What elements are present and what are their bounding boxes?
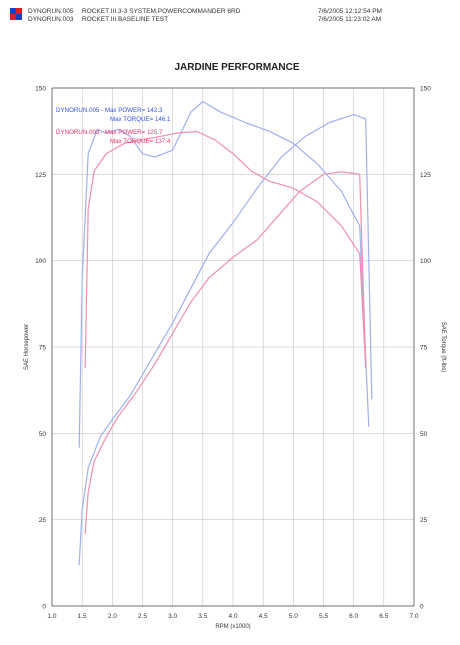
header-run-desc-1: ROCKET III 3-3 SYSTEM,POWERCOMMANDER 6RD [82,8,241,15]
dynojet-logo [10,8,22,20]
logo-square-red [16,8,22,14]
y-tick-label-right: 125 [420,172,431,179]
x-tick-label: 2.5 [138,613,147,620]
x-tick-label: 4.5 [259,613,268,620]
legend-entry: Max TORQUE= 137.4 [110,138,171,145]
y-tick-label-left: 150 [35,86,46,93]
legend-entry: Max TORQUE= 146.1 [110,116,171,123]
x-axis-label: RPM (x1000) [215,624,250,630]
series-line-dynorun-005-torque [78,100,370,448]
header-run-timestamp-1: 7/6/2005 12:12:54 PM [318,8,382,15]
y-tick-label-right: 75 [420,345,428,352]
legend-entry: DYNORUN.003 - Max POWER= 125.7 [56,129,163,136]
plot-frame [51,87,415,607]
y-tick-label-right: 0 [420,604,424,611]
y-tick-label-left: 0 [42,604,46,611]
y-tick-label-left: 50 [39,431,47,438]
series-line-dynorun-003-power [84,171,367,535]
header-run-id-1: DYNORUN.005 [28,8,74,15]
logo-square-blue [10,8,16,14]
x-tick-label: 7.0 [409,613,418,620]
y-tick-label-right: 100 [420,258,431,265]
x-tick-label: 1.5 [78,613,87,620]
x-tick-label: 5.0 [289,613,298,620]
header-run-id-2: DYNORUN.003 [28,16,74,23]
y-tick-label-right: 25 [420,517,428,524]
axes: 1.0 1.5 2.0 2.5 3.0 3.5 4.0 4.5 5.0 5.5 6.0 6.5 7.00… [24,86,446,631]
x-tick-label: 6.0 [349,613,358,620]
series-line-dynorun-003-torque [84,130,367,369]
x-tick-label: 6.5 [379,613,388,620]
chart-title: JARDINE PERFORMANCE [174,62,299,73]
x-tick-label: 4.0 [228,613,237,620]
series-layer [78,100,373,566]
series-line-dynorun-005-power [78,113,373,566]
x-tick-label: 5.5 [319,613,328,620]
legend-entry: DYNORUN.005 - Max POWER= 142.3 [56,107,163,114]
y-tick-label-right: 50 [420,431,428,438]
header-run-desc-2: ROCKET III BASELINE TEST [82,16,169,23]
header-run-timestamp-2: 7/6/2005 11:23:02 AM [318,16,382,23]
legend: DYNORUN.005 - Max POWER= 142.3 Max TORQUE… [56,107,171,145]
x-tick-label: 3.0 [168,613,177,620]
y-tick-label-left: 25 [39,517,47,524]
y-tick-label-left: 75 [39,345,47,352]
x-tick-label: 2.0 [108,613,117,620]
x-tick-label: 1.0 [47,613,56,620]
y-axis-label-left: SAE Horsepower [24,324,30,370]
logo-square-blue-bottom [16,14,22,20]
y-axis-label-right: SAE Torque (ft-lbs) [440,322,446,373]
logo-square-red-bottom [10,14,16,20]
x-tick-label: 3.5 [198,613,207,620]
grid [51,87,415,607]
y-tick-label-right: 150 [420,86,431,93]
y-tick-label-left: 125 [35,172,46,179]
y-tick-label-left: 100 [35,258,46,265]
